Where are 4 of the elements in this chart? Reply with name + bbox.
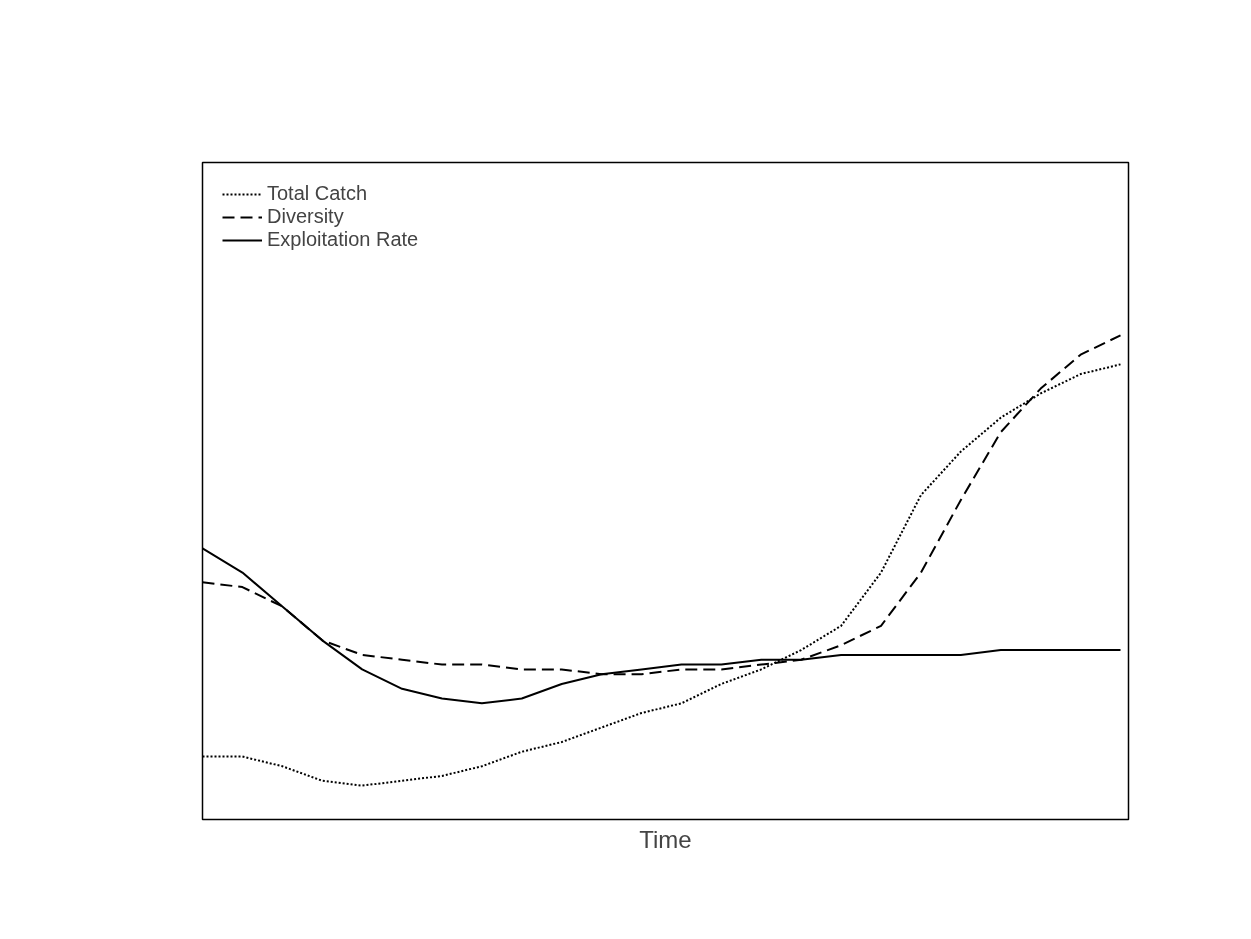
legend-label: Diversity <box>267 205 344 228</box>
legend-label: Exploitation Rate <box>267 228 419 251</box>
legend-label: Total Catch <box>267 182 368 205</box>
x-axis-title: Time <box>639 825 692 853</box>
